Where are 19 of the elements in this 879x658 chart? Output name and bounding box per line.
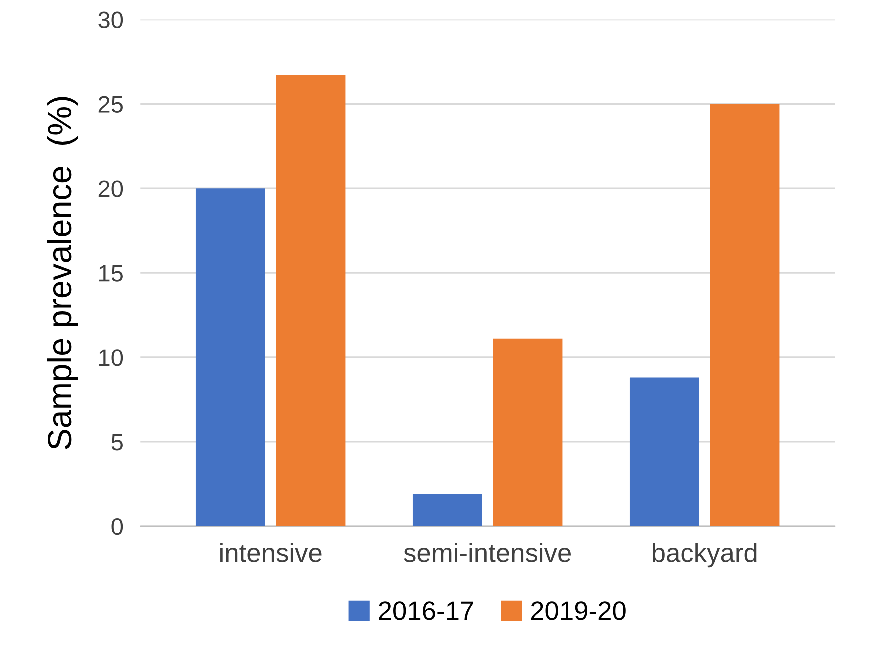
legend-label: 2019-20 xyxy=(531,602,626,620)
y-tick-label: 5 xyxy=(112,434,123,451)
bar xyxy=(276,75,346,526)
bar xyxy=(196,188,266,526)
bar xyxy=(710,104,780,526)
y-tick-label: 15 xyxy=(100,265,123,282)
y-axis-title: Sample prevalence (%) xyxy=(47,97,78,450)
y-tick-label: 10 xyxy=(100,350,124,366)
bar xyxy=(630,378,700,526)
y-tick-label: 30 xyxy=(98,12,124,29)
x-tick-label: backyard xyxy=(653,543,757,568)
x-tick-label: semi-intensive xyxy=(404,543,572,562)
y-tick-label: 20 xyxy=(98,180,124,198)
bar xyxy=(493,338,563,526)
y-tick-label: 25 xyxy=(98,96,123,113)
y-tick-label: 0 xyxy=(112,518,124,536)
x-tick-label: intensive xyxy=(220,543,322,562)
legend-label: 2016-17 xyxy=(379,602,474,620)
bar xyxy=(412,494,482,526)
